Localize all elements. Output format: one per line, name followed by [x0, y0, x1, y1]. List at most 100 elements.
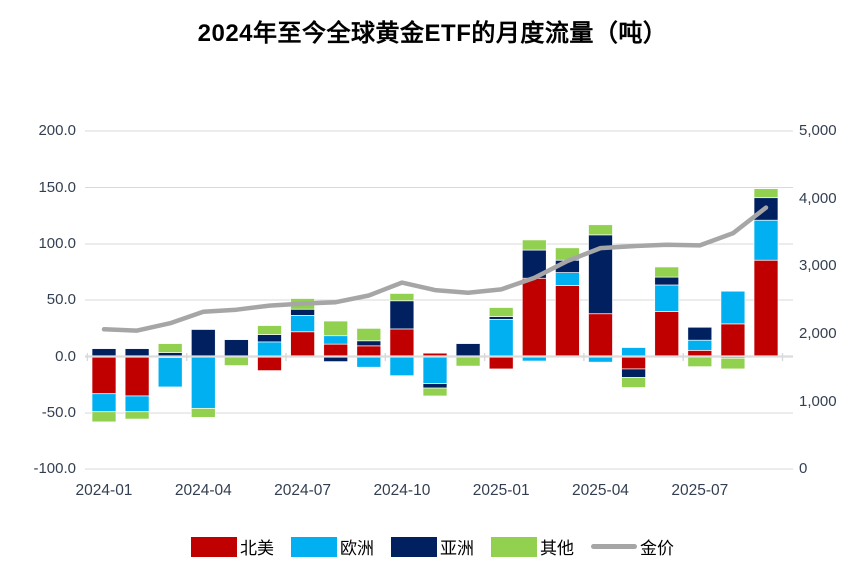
bar-segment-north-america	[389, 328, 415, 357]
bar-segment-north-america	[91, 356, 117, 395]
bar-segment-other	[687, 356, 713, 368]
y-axis-label-left: 200.0	[38, 122, 76, 140]
bar-segment-europe	[91, 393, 117, 413]
bar-segment-other	[323, 320, 349, 337]
legend-label: 其他	[540, 539, 574, 558]
bar-segment-north-america	[290, 331, 315, 357]
bar-segment-asia	[91, 348, 117, 357]
bar-segment-europe	[687, 339, 713, 351]
bar-segment-asia	[455, 343, 481, 357]
x-axis-label: 2025-01	[472, 482, 530, 499]
bar-segment-other	[753, 188, 779, 199]
bar-segment-europe	[654, 284, 680, 312]
legend-label: 亚洲	[440, 539, 474, 558]
x-axis-label: 2024-04	[174, 482, 232, 499]
bar-segment-europe	[323, 335, 349, 345]
legend-label: 北美	[240, 539, 274, 558]
bar-segment-other	[91, 411, 117, 423]
y-axis-label-right: 0	[799, 460, 808, 478]
legend-line-swatch	[591, 544, 637, 549]
bar-segment-north-america	[654, 311, 680, 357]
bar-segment-other	[190, 407, 216, 418]
bar-segment-europe	[356, 356, 382, 368]
bar-segment-other	[257, 325, 282, 335]
legend-color-swatch	[391, 536, 437, 557]
bar-segment-north-america	[588, 313, 613, 357]
bar-segment-asia	[190, 329, 216, 357]
chart-legend: 北美 欧洲 亚洲 其他 金价	[0, 534, 865, 559]
bar-segment-europe	[621, 347, 646, 357]
x-axis-label: 2024-10	[373, 482, 431, 499]
bar-segment-north-america	[621, 356, 646, 370]
bar-segment-other	[720, 357, 746, 370]
bar-segment-north-america	[753, 259, 779, 357]
x-axis-label: 2024-07	[274, 482, 332, 499]
bar-segment-asia	[687, 326, 713, 341]
y-axis-label-right: 2,000	[799, 325, 837, 342]
bar-segment-asia	[422, 383, 448, 389]
bar-segment-other	[521, 239, 547, 251]
bar-segment-europe	[124, 395, 150, 413]
bar-segment-other	[488, 307, 514, 317]
bar-segment-asia	[621, 368, 646, 378]
y-axis-label-left: 50.0	[46, 291, 76, 309]
y-axis-label-left: 0.0	[55, 347, 76, 365]
legend-color-swatch	[291, 536, 337, 557]
legend-label: 欧洲	[340, 539, 374, 558]
y-axis-label-left: -50.0	[41, 403, 76, 421]
bar-segment-asia	[389, 300, 415, 330]
bar-segment-asia	[124, 348, 150, 357]
bar-segment-europe	[753, 219, 779, 261]
bar-segment-other	[356, 327, 382, 342]
bar-segment-north-america	[555, 285, 580, 357]
bar-segment-asia	[290, 308, 315, 316]
legend-item-north-america: 北美	[191, 534, 274, 559]
bar-segment-europe	[157, 357, 183, 388]
y-axis-label-right: 5,000	[799, 122, 837, 140]
x-axis-label: 2025-07	[671, 482, 729, 499]
bar-segment-north-america	[521, 277, 547, 357]
legend-item-europe: 欧洲	[291, 534, 374, 559]
y-axis-label-right: 4,000	[799, 189, 837, 207]
bar-segment-other	[654, 266, 680, 278]
chart-title: 2024年至今全球黄金ETF的月度流量（吨）	[197, 20, 668, 47]
bar-segment-europe	[290, 315, 315, 333]
legend-color-swatch	[491, 536, 537, 557]
x-axis-label: 2025-04	[572, 482, 629, 499]
bar-segment-other	[621, 377, 646, 388]
bar-segment-north-america	[720, 323, 746, 357]
bar-segment-asia	[356, 340, 382, 347]
bar-segment-other	[224, 356, 249, 366]
bar-segment-other	[157, 343, 183, 353]
y-axis-label-left: 100.0	[38, 234, 76, 252]
x-axis-label: 2024-01	[75, 482, 133, 499]
bar-segment-north-america	[257, 356, 282, 371]
bar-segment-asia	[654, 276, 680, 286]
gold-price-line	[101, 205, 769, 333]
bar-segment-europe	[488, 318, 514, 357]
y-axis-label-right: 3,000	[799, 257, 837, 275]
bar-segment-asia	[488, 316, 514, 320]
bar-segment-north-america	[488, 356, 514, 370]
legend-item-other: 其他	[491, 534, 574, 559]
bar-segment-europe	[555, 272, 580, 286]
y-axis-label-left: 150.0	[38, 178, 76, 196]
bar-segment-other	[389, 293, 415, 302]
bar-segment-asia	[224, 339, 249, 357]
y-axis-label-right: 1,000	[799, 392, 837, 410]
bar-segment-europe	[389, 356, 415, 377]
bar-segment-north-america	[124, 356, 150, 397]
bar-segment-other	[455, 356, 481, 367]
bar-segment-europe	[190, 356, 216, 409]
bar-segment-north-america	[356, 345, 382, 357]
legend-item-asia: 亚洲	[391, 534, 474, 559]
y-axis-label-left: -100.0	[33, 460, 76, 478]
bar-segment-asia	[257, 334, 282, 343]
bar-segment-other	[588, 224, 613, 236]
bar-segment-other	[422, 387, 448, 397]
bar-segment-europe	[720, 290, 746, 325]
bar-segment-other	[124, 411, 150, 420]
bar-segment-north-america	[323, 343, 349, 357]
legend-label: 金价	[640, 539, 674, 558]
